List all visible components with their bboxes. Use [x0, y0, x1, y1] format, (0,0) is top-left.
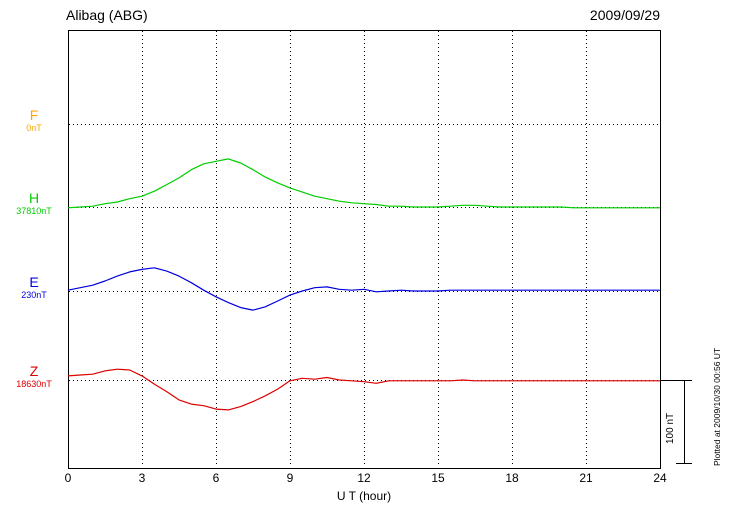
x-tick-3: 3: [138, 471, 146, 485]
x-tick-18: 18: [505, 471, 519, 485]
series-letter-e: E: [29, 274, 39, 290]
series-label-h: H 37810nT: [4, 191, 64, 217]
series-baseline-value-h: 37810nT: [16, 206, 52, 216]
plot-date: 2009/09/29: [589, 7, 660, 23]
scale-bar-label: 100 nT: [665, 412, 676, 444]
series-letter-h: H: [28, 190, 40, 206]
station-title: Alibag (ABG): [66, 7, 148, 23]
x-tick-0: 0: [64, 471, 72, 485]
series-baseline-value-z: 18630nT: [16, 379, 52, 389]
x-tick-9: 9: [286, 471, 294, 485]
series-baseline-value-f: 0nT: [26, 123, 42, 133]
plotted-at-note: Plotted at 2009/10/30 00:56 UT: [712, 347, 722, 466]
trace-E: [67, 267, 660, 311]
trace-H: [67, 158, 660, 209]
x-axis-label: U T (hour): [336, 489, 392, 503]
series-label-f: F 0nT: [4, 108, 64, 134]
x-tick-6: 6: [212, 471, 220, 485]
series-label-e: E 230nT: [4, 275, 64, 301]
series-label-z: Z 18630nT: [4, 364, 64, 390]
x-tick-12: 12: [357, 471, 371, 485]
series-letter-z: Z: [29, 363, 39, 379]
x-tick-15: 15: [431, 471, 445, 485]
series-baseline-value-e: 230nT: [21, 290, 47, 300]
x-tick-24: 24: [653, 471, 667, 485]
x-tick-21: 21: [579, 471, 593, 485]
series-letter-f: F: [29, 107, 39, 123]
trace-Z: [67, 368, 660, 411]
plot-frame: [68, 30, 661, 469]
